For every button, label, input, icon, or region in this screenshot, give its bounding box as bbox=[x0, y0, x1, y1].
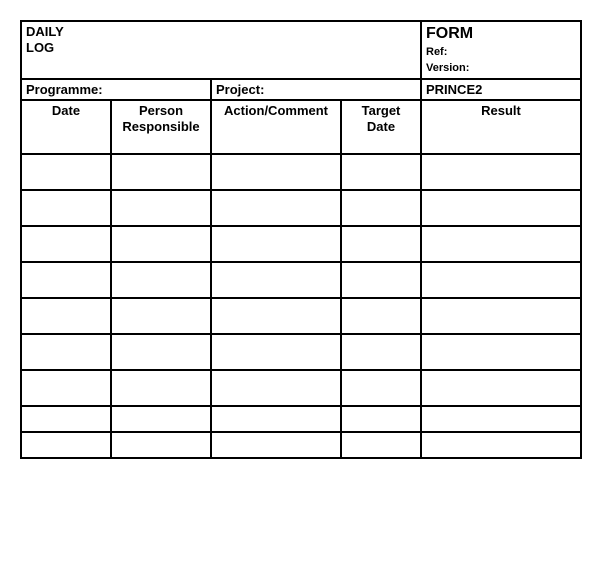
table-cell[interactable] bbox=[421, 298, 581, 334]
table-cell[interactable] bbox=[211, 262, 341, 298]
title-row: DAILY LOG FORM Ref: Version: bbox=[21, 21, 581, 79]
table-cell[interactable] bbox=[111, 226, 211, 262]
table-cell[interactable] bbox=[211, 298, 341, 334]
table-row bbox=[21, 406, 581, 432]
methodology-cell: PRINCE2 bbox=[421, 79, 581, 101]
table-cell[interactable] bbox=[421, 226, 581, 262]
table-cell[interactable] bbox=[21, 154, 111, 190]
table-row bbox=[21, 334, 581, 370]
table-cell[interactable] bbox=[211, 406, 341, 432]
project-label: Project: bbox=[216, 82, 264, 97]
table-cell[interactable] bbox=[211, 226, 341, 262]
table-cell[interactable] bbox=[421, 190, 581, 226]
table-cell[interactable] bbox=[111, 262, 211, 298]
table-cell[interactable] bbox=[211, 432, 341, 458]
col-result: Result bbox=[421, 100, 581, 154]
table-cell[interactable] bbox=[341, 262, 421, 298]
daily-log-table: DAILY LOG FORM Ref: Version: Programme: … bbox=[20, 20, 582, 459]
table-cell[interactable] bbox=[111, 190, 211, 226]
table-row bbox=[21, 298, 581, 334]
table-cell[interactable] bbox=[341, 190, 421, 226]
table-cell[interactable] bbox=[211, 190, 341, 226]
col-date: Date bbox=[21, 100, 111, 154]
version-label: Version: bbox=[426, 62, 469, 74]
table-cell[interactable] bbox=[21, 226, 111, 262]
col-person: Person Responsible bbox=[111, 100, 211, 154]
ref-label: Ref: bbox=[426, 46, 447, 58]
table-row bbox=[21, 154, 581, 190]
col-target: Target Date bbox=[341, 100, 421, 154]
table-row bbox=[21, 370, 581, 406]
table-cell[interactable] bbox=[111, 370, 211, 406]
programme-cell: Programme: bbox=[21, 79, 211, 101]
methodology: PRINCE2 bbox=[426, 82, 482, 97]
table-cell[interactable] bbox=[421, 262, 581, 298]
table-cell[interactable] bbox=[341, 432, 421, 458]
table-row bbox=[21, 190, 581, 226]
title-line2: LOG bbox=[26, 40, 54, 55]
title-line1: DAILY bbox=[26, 24, 64, 39]
table-cell[interactable] bbox=[211, 154, 341, 190]
table-cell[interactable] bbox=[421, 334, 581, 370]
form-label: FORM bbox=[426, 25, 473, 42]
table-cell[interactable] bbox=[421, 370, 581, 406]
table-cell[interactable] bbox=[21, 370, 111, 406]
table-row bbox=[21, 262, 581, 298]
table-cell[interactable] bbox=[21, 298, 111, 334]
table-cell[interactable] bbox=[211, 370, 341, 406]
table-cell[interactable] bbox=[341, 154, 421, 190]
table-cell[interactable] bbox=[341, 334, 421, 370]
log-title: DAILY LOG bbox=[21, 21, 421, 79]
form-info: FORM Ref: Version: bbox=[421, 21, 581, 79]
column-header-row: Date Person Responsible Action/Comment T… bbox=[21, 100, 581, 154]
data-rows-body bbox=[21, 154, 581, 458]
table-cell[interactable] bbox=[421, 432, 581, 458]
table-cell[interactable] bbox=[111, 432, 211, 458]
table-cell[interactable] bbox=[21, 406, 111, 432]
table-cell[interactable] bbox=[111, 334, 211, 370]
table-cell[interactable] bbox=[21, 432, 111, 458]
table-cell[interactable] bbox=[111, 406, 211, 432]
table-cell[interactable] bbox=[341, 226, 421, 262]
programme-label: Programme: bbox=[26, 82, 103, 97]
table-cell[interactable] bbox=[341, 370, 421, 406]
project-cell: Project: bbox=[211, 79, 421, 101]
table-cell[interactable] bbox=[341, 298, 421, 334]
table-row bbox=[21, 432, 581, 458]
info-row: Programme: Project: PRINCE2 bbox=[21, 79, 581, 101]
table-cell[interactable] bbox=[111, 154, 211, 190]
table-cell[interactable] bbox=[111, 298, 211, 334]
table-cell[interactable] bbox=[21, 190, 111, 226]
table-cell[interactable] bbox=[21, 334, 111, 370]
col-action: Action/Comment bbox=[211, 100, 341, 154]
table-cell[interactable] bbox=[421, 406, 581, 432]
table-cell[interactable] bbox=[341, 406, 421, 432]
table-cell[interactable] bbox=[421, 154, 581, 190]
table-row bbox=[21, 226, 581, 262]
table-cell[interactable] bbox=[21, 262, 111, 298]
table-cell[interactable] bbox=[211, 334, 341, 370]
